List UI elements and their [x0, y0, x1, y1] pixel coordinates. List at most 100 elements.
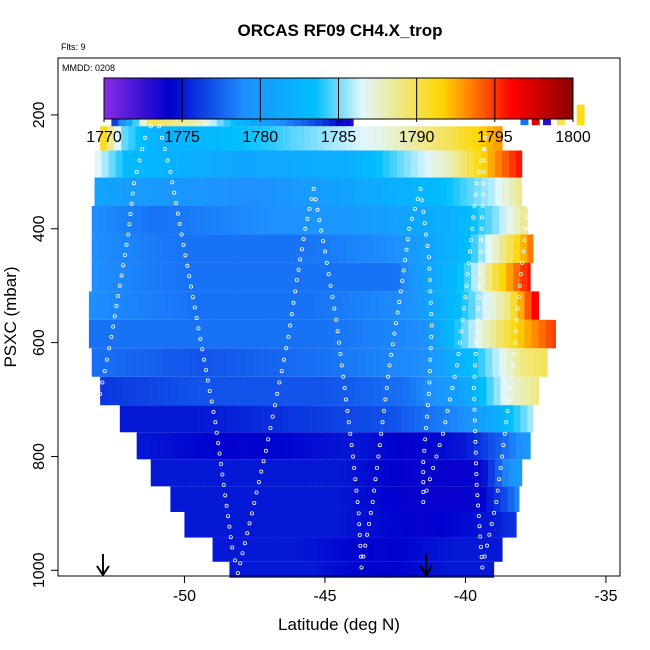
heat-cell-17-2 [243, 561, 252, 578]
heat-cell-5-22 [246, 234, 254, 263]
track-point-237 [463, 295, 468, 300]
heat-cell-13-40 [431, 459, 440, 487]
heat-cell-3-4 [122, 177, 131, 206]
heat-cell-15-45 [500, 511, 509, 538]
heat-cell-6-9 [154, 262, 163, 292]
heat-cell-6-17 [211, 262, 219, 292]
heat-cell-10-55 [486, 376, 495, 406]
heat-cell-8-50 [440, 319, 448, 349]
heat-cell-8-51 [447, 319, 455, 349]
heat-cell-8-58 [496, 319, 504, 349]
heat-cell-9-39 [365, 348, 374, 377]
heat-cell-13-37 [410, 459, 419, 487]
heat-cell-8-13 [180, 319, 188, 349]
track-point-255 [481, 181, 486, 186]
track-point-268 [474, 329, 479, 334]
heat-cell-4-9 [154, 206, 163, 235]
heat-cell-4-24 [260, 206, 268, 235]
heat-cell-4-44 [400, 206, 409, 235]
heat-cell-16-2 [226, 537, 235, 562]
heat-cell-5-3 [112, 234, 121, 263]
colorbar-label-5: 1795 [477, 129, 513, 146]
heat-cell-3-7 [143, 177, 152, 206]
heat-cell-8-56 [482, 319, 490, 349]
heat-cell-8-40 [369, 319, 378, 349]
track-point-16 [95, 402, 100, 407]
heat-cell-3-25 [270, 177, 278, 206]
heat-cell-1-15 [205, 126, 214, 151]
heat-cell-8-23 [250, 319, 259, 349]
heat-cell-7-32 [313, 291, 322, 320]
heat-cell-5-0 [91, 234, 100, 263]
heat-cell-17-24 [398, 561, 406, 578]
track-point-160 [366, 521, 371, 526]
track-point-273 [471, 386, 476, 391]
heat-cell-12-8 [192, 432, 201, 460]
heat-cell-7-16 [201, 291, 209, 320]
flights-note: Flts: 9 [61, 42, 86, 52]
track-point-124 [315, 207, 320, 212]
heat-cell-17-7 [278, 561, 287, 578]
heat-cell-14-32 [395, 486, 403, 512]
heat-cell-9-47 [421, 348, 430, 377]
track-point-17 [98, 391, 103, 396]
heat-cell-1-53 [472, 126, 481, 151]
heat-cell-4-4 [119, 206, 128, 235]
heat-cell-1-6 [142, 126, 150, 151]
heat-cell-3-0 [94, 177, 103, 206]
heat-cell-7-27 [278, 291, 287, 320]
heat-cell-16-20 [353, 537, 361, 562]
heat-cell-8-54 [468, 319, 476, 349]
heat-cell-13-33 [382, 459, 391, 487]
heat-cell-10-46 [423, 376, 431, 406]
track-point-224 [437, 443, 442, 448]
track-point-262 [478, 260, 483, 265]
heat-cell-4-60 [513, 206, 521, 235]
track-point-292 [484, 543, 489, 548]
heat-cell-7-26 [271, 291, 280, 320]
heat-cell-7-18 [215, 291, 223, 320]
heat-cell-16-30 [423, 537, 431, 562]
heat-cell-12-15 [242, 432, 250, 460]
track-point-169 [380, 420, 385, 425]
heat-cell-2-55 [480, 150, 489, 178]
heat-cell-1-4 [128, 126, 136, 151]
heat-cell-7-34 [327, 291, 336, 320]
heat-cell-8-38 [355, 319, 364, 349]
track-point-271 [473, 363, 478, 368]
heat-cell-13-51 [509, 459, 517, 487]
heat-cell-2-59 [509, 150, 517, 178]
heat-cell-5-1 [98, 234, 107, 263]
heat-cell-7-52 [454, 291, 462, 320]
heat-cell-6-1 [98, 262, 107, 292]
heat-cell-10-59 [514, 376, 523, 406]
heat-cell-6-11 [169, 262, 177, 292]
heat-cell-15-35 [430, 511, 438, 538]
heat-cell-1-29 [303, 126, 312, 151]
heat-cell-3-18 [220, 177, 229, 206]
track-point-161 [368, 510, 373, 515]
heat-cell-13-47 [480, 459, 489, 487]
heat-cell-3-52 [459, 177, 468, 206]
track-point-261 [478, 249, 483, 254]
track-point-194 [422, 221, 427, 226]
heat-cell-7-55 [475, 291, 483, 320]
heat-cell-15-29 [388, 511, 396, 538]
heat-cell-11-26 [302, 405, 311, 433]
heat-cell-15-7 [233, 511, 242, 538]
heat-cell-9-3 [112, 348, 121, 377]
heat-cell-13-9 [213, 459, 222, 487]
heat-cell-16-11 [289, 537, 298, 562]
heat-cell-7-13 [180, 291, 188, 320]
heat-cell-3-12 [178, 177, 187, 206]
heat-cell-8-2 [102, 319, 111, 349]
heat-cell-15-12 [268, 511, 277, 538]
track-point-275 [472, 407, 477, 412]
heat-cell-2-15 [199, 150, 208, 178]
heat-cell-5-49 [435, 234, 444, 263]
heat-cell-1-37 [360, 126, 368, 151]
track-point-128 [322, 249, 327, 254]
heat-cell-11-53 [492, 405, 500, 433]
heat-cell-14-45 [486, 486, 495, 512]
heat-cell-4-0 [91, 206, 100, 235]
